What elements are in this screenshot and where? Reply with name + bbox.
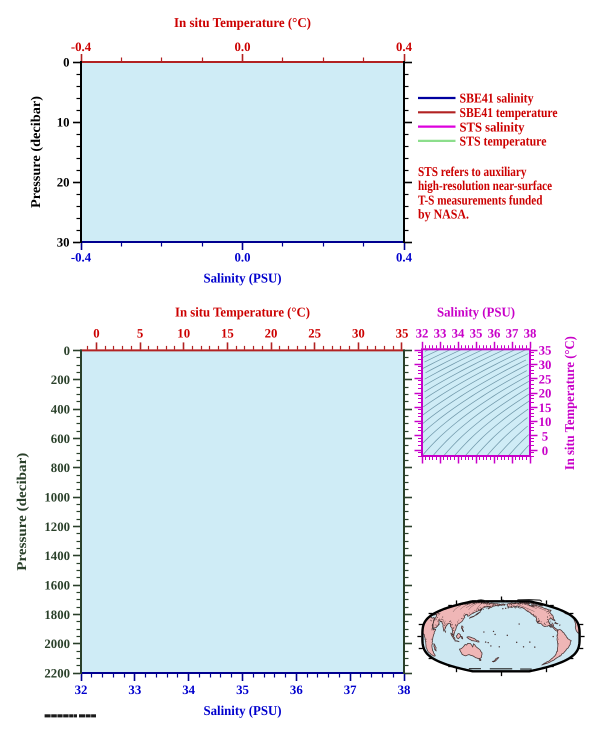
svg-text:30: 30 [352, 327, 365, 341]
svg-text:34: 34 [452, 327, 465, 341]
svg-text:400: 400 [51, 403, 70, 417]
svg-text:2200: 2200 [44, 667, 70, 681]
svg-text:15: 15 [539, 401, 552, 415]
svg-text:32: 32 [75, 683, 88, 697]
svg-text:0.4: 0.4 [396, 40, 413, 54]
svg-text:1200: 1200 [44, 520, 70, 534]
svg-text:In situ Temperature (°C): In situ Temperature (°C) [174, 15, 311, 30]
svg-text:by NASA.: by NASA. [418, 207, 469, 222]
svg-text:Salinity (PSU): Salinity (PSU) [204, 703, 282, 718]
svg-text:38: 38 [398, 683, 411, 697]
svg-text:In situ Temperature (°C): In situ Temperature (°C) [175, 305, 310, 320]
svg-text:10: 10 [57, 116, 70, 130]
svg-text:33: 33 [128, 683, 141, 697]
svg-text:1400: 1400 [44, 549, 70, 563]
svg-text:800: 800 [51, 461, 70, 475]
svg-text:1600: 1600 [44, 579, 70, 593]
svg-text:5: 5 [542, 429, 548, 443]
svg-text:-0.4: -0.4 [71, 251, 92, 265]
svg-text:STS salinity: STS salinity [460, 119, 525, 134]
svg-text:10: 10 [177, 327, 190, 341]
svg-text:35: 35 [396, 327, 409, 341]
svg-text:0.4: 0.4 [396, 251, 413, 265]
svg-text:200: 200 [51, 373, 70, 387]
svg-text:32: 32 [416, 327, 429, 341]
svg-text:35: 35 [539, 344, 552, 358]
svg-text:0.0: 0.0 [235, 251, 251, 265]
svg-text:37: 37 [506, 327, 519, 341]
svg-text:high-resolution near-surface: high-resolution near-surface [418, 178, 552, 193]
svg-text:SBE41 salinity: SBE41 salinity [460, 91, 534, 106]
svg-text:Salinity (PSU): Salinity (PSU) [204, 270, 282, 285]
svg-text:25: 25 [308, 327, 321, 341]
svg-text:1000: 1000 [44, 491, 70, 505]
svg-text:30: 30 [539, 358, 552, 372]
svg-text:In situ Temperature (°C): In situ Temperature (°C) [562, 336, 577, 470]
svg-text:Salinity (PSU): Salinity (PSU) [437, 305, 515, 320]
svg-text:0: 0 [63, 56, 69, 70]
svg-text:Pressure (decibar): Pressure (decibar) [28, 96, 43, 208]
svg-text:25: 25 [539, 372, 552, 386]
svg-text:38: 38 [524, 327, 537, 341]
svg-text:2000: 2000 [44, 637, 70, 651]
svg-text:0: 0 [93, 327, 99, 341]
svg-text:STS temperature: STS temperature [460, 134, 547, 149]
svg-text:35: 35 [470, 327, 483, 341]
svg-text:10: 10 [539, 415, 552, 429]
svg-text:SBE41 temperature: SBE41 temperature [460, 105, 558, 120]
svg-text:36: 36 [290, 683, 303, 697]
svg-text:Pressure (decibar): Pressure (decibar) [14, 453, 29, 571]
svg-text:STS refers to auxiliary: STS refers to auxiliary [418, 164, 527, 179]
svg-text:36: 36 [488, 327, 501, 341]
svg-text:34: 34 [182, 683, 195, 697]
svg-text:15: 15 [221, 327, 234, 341]
svg-text:20: 20 [539, 387, 552, 401]
svg-text:600: 600 [51, 432, 70, 446]
svg-text:0: 0 [542, 444, 548, 458]
svg-text:T-S measurements funded: T-S measurements funded [418, 192, 543, 207]
svg-text:1800: 1800 [44, 608, 70, 622]
svg-text:30: 30 [57, 236, 70, 250]
svg-text:0.0: 0.0 [235, 40, 251, 54]
svg-text:5: 5 [137, 327, 143, 341]
svg-text:-0.4: -0.4 [71, 40, 92, 54]
svg-text:35: 35 [236, 683, 249, 697]
svg-text:37: 37 [344, 683, 357, 697]
svg-text:20: 20 [57, 176, 70, 190]
svg-text:0: 0 [64, 344, 70, 358]
svg-text:33: 33 [434, 327, 447, 341]
svg-text:20: 20 [265, 327, 278, 341]
